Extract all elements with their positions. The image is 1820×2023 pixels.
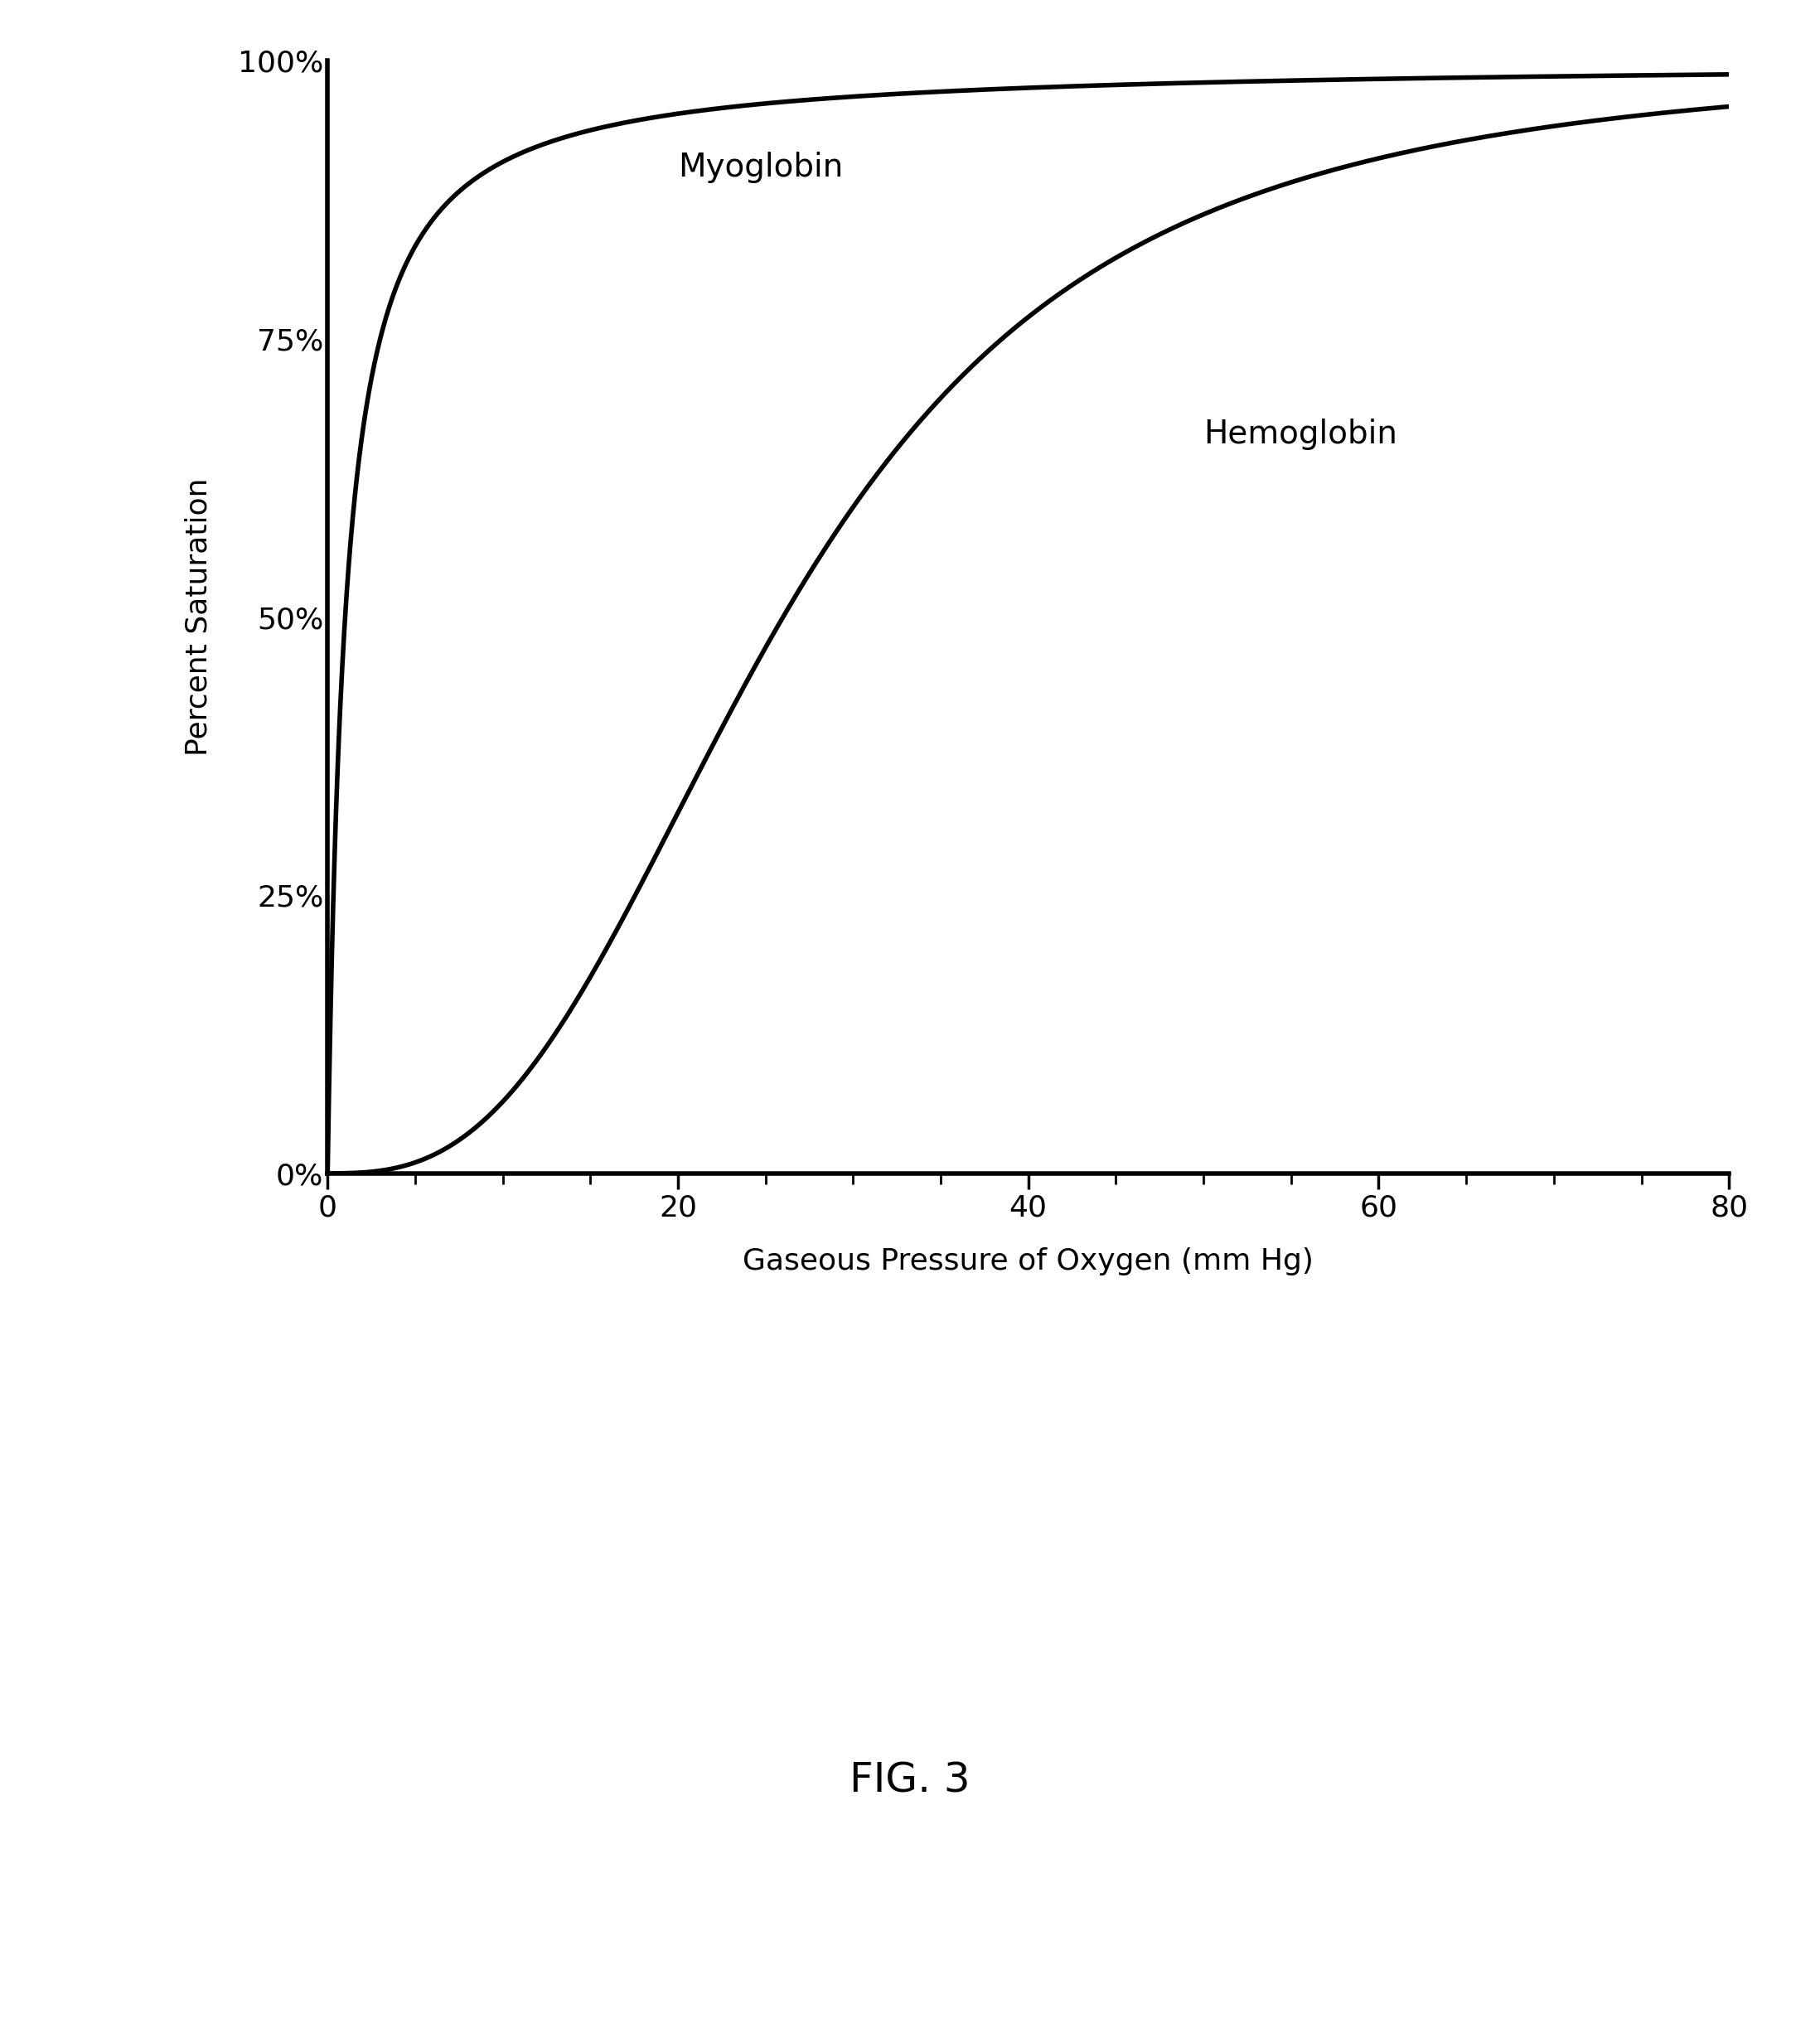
X-axis label: Gaseous Pressure of Oxygen (mm Hg): Gaseous Pressure of Oxygen (mm Hg) — [743, 1246, 1314, 1274]
Y-axis label: Percent Saturation: Percent Saturation — [184, 477, 213, 757]
Text: FIG. 3: FIG. 3 — [850, 1760, 970, 1800]
Text: Hemoglobin: Hemoglobin — [1203, 419, 1398, 449]
Text: Myoglobin: Myoglobin — [677, 152, 843, 182]
